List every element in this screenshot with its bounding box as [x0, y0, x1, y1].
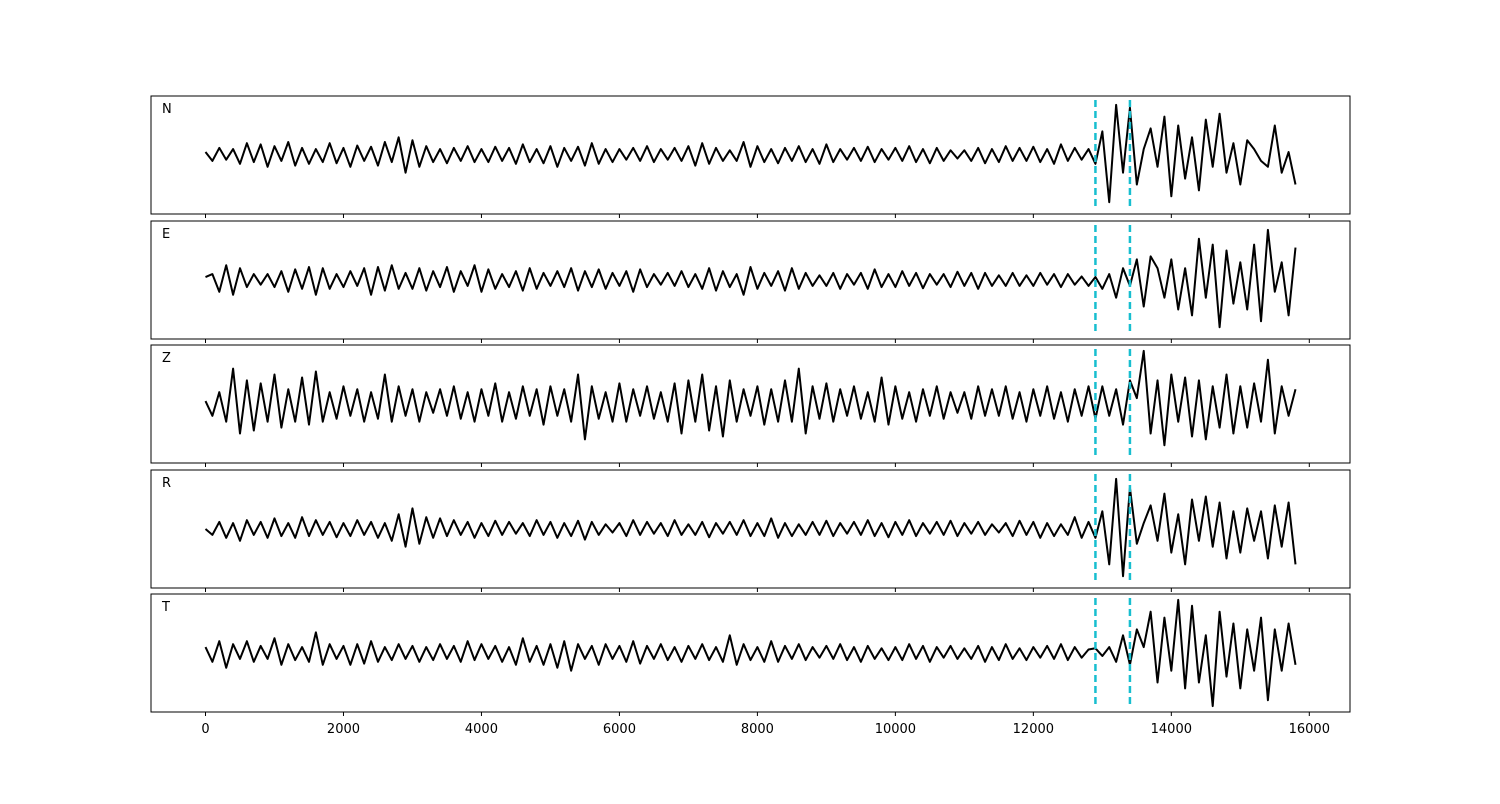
panel-label: R [162, 476, 171, 491]
panel-frame [150, 593, 1351, 713]
x-tick-label: 12000 [1013, 722, 1054, 737]
trace [205, 228, 1297, 329]
x-tick-label: 6000 [603, 722, 636, 737]
panel-label: T [161, 600, 170, 615]
trace [204, 349, 1297, 447]
trace [204, 598, 1297, 708]
trace [204, 103, 1297, 204]
x-tick-label: 2000 [327, 722, 360, 737]
x-tick-label: 14000 [1151, 722, 1192, 737]
x-tick-label: 0 [201, 722, 209, 737]
panel-frame [150, 469, 1351, 589]
x-tick-label: 10000 [875, 722, 916, 737]
x-tick-label: 16000 [1289, 722, 1330, 737]
trace [204, 477, 1297, 578]
panel-frame [150, 95, 1351, 215]
panel-label: Z [162, 351, 171, 366]
panel-label: N [162, 102, 172, 117]
x-tick-label: 8000 [741, 722, 774, 737]
panel-frame [150, 344, 1351, 464]
x-tick-label: 4000 [465, 722, 498, 737]
panel-label: E [162, 227, 170, 242]
panel-frame [150, 220, 1351, 340]
